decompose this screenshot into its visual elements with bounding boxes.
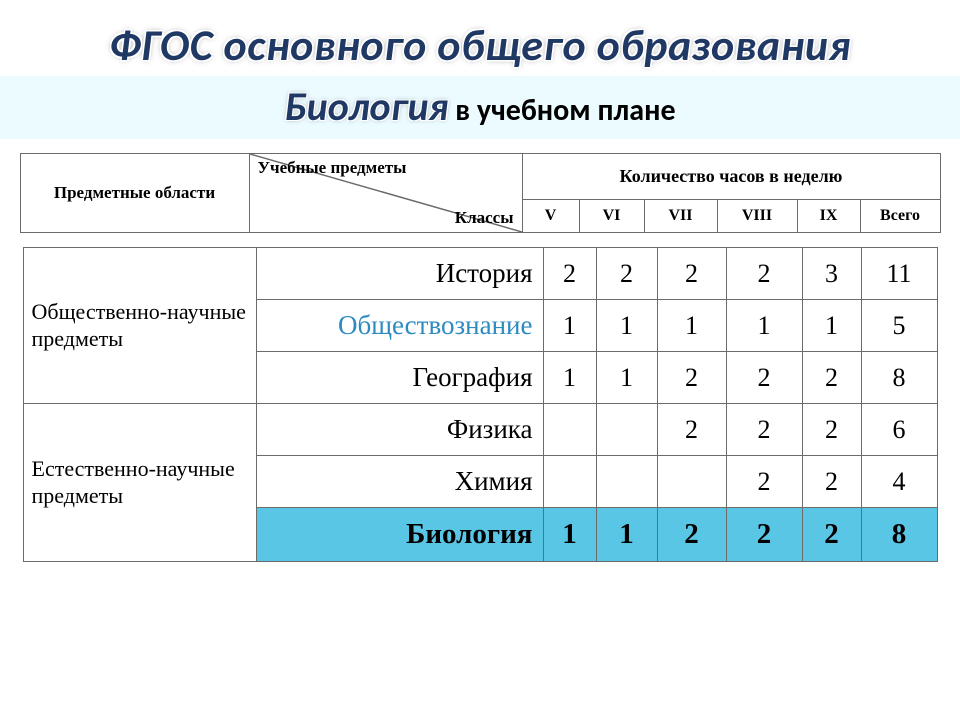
val (657, 456, 726, 508)
area-cell: Естественно-научные предметы (23, 404, 256, 562)
val: 2 (726, 404, 802, 456)
subject-cell: Биология (256, 508, 543, 562)
subtitle-rest: в учебном плане (448, 92, 675, 129)
val (543, 404, 596, 456)
val: 1 (657, 300, 726, 352)
header-classes-label: Классы (455, 208, 514, 228)
val: 2 (726, 508, 802, 562)
val: 8 (861, 352, 937, 404)
val: 4 (861, 456, 937, 508)
val: 8 (861, 508, 937, 562)
val (596, 404, 657, 456)
val: 1 (596, 352, 657, 404)
table-row: Естественно-научные предметы Физика 2 2 … (23, 404, 937, 456)
area-cell: Общественно-научные предметы (23, 248, 256, 404)
val: 2 (657, 248, 726, 300)
subtitle-bar: Биология в учебном плане (0, 76, 960, 139)
header-subjects-label: Учебные предметы (258, 158, 407, 178)
val: 2 (802, 352, 861, 404)
val: 11 (861, 248, 937, 300)
header-areas: Предметные области (20, 154, 249, 233)
val: 2 (802, 456, 861, 508)
main-title: ФГОС основного общего образования (0, 18, 960, 72)
header-table: Предметные области Учебные предметы Клас… (20, 153, 941, 233)
val: 5 (861, 300, 937, 352)
col-viii: VIII (717, 199, 797, 232)
val: 2 (657, 508, 726, 562)
data-table: Общественно-научные предметы История 2 2… (23, 247, 938, 562)
val: 2 (543, 248, 596, 300)
val: 2 (802, 508, 861, 562)
val: 2 (802, 404, 861, 456)
val: 6 (861, 404, 937, 456)
val: 2 (657, 404, 726, 456)
subject-cell: Химия (256, 456, 543, 508)
subtitle-emphasis: Биология (284, 82, 448, 131)
table-row: Общественно-научные предметы История 2 2… (23, 248, 937, 300)
val: 1 (543, 508, 596, 562)
header-diagonal-cell: Учебные предметы Классы (249, 154, 522, 233)
subject-cell: Физика (256, 404, 543, 456)
val (543, 456, 596, 508)
val: 1 (802, 300, 861, 352)
val: 1 (596, 508, 657, 562)
val: 3 (802, 248, 861, 300)
val: 1 (543, 352, 596, 404)
header-areas-label: Предметные области (54, 183, 215, 202)
col-total: Всего (860, 199, 940, 232)
col-v: V (522, 199, 579, 232)
val (596, 456, 657, 508)
val: 2 (657, 352, 726, 404)
val: 1 (596, 300, 657, 352)
col-vi: VI (579, 199, 644, 232)
slide: ФГОС основного общего образования Биолог… (0, 0, 960, 720)
val: 2 (596, 248, 657, 300)
val: 2 (726, 352, 802, 404)
val: 1 (726, 300, 802, 352)
val: 2 (726, 248, 802, 300)
col-vii: VII (644, 199, 717, 232)
col-ix: IX (797, 199, 860, 232)
subject-cell: История (256, 248, 543, 300)
subject-cell: География (256, 352, 543, 404)
val: 1 (543, 300, 596, 352)
table-gap (0, 233, 960, 247)
val: 2 (726, 456, 802, 508)
header-hours: Количество часов в неделю (522, 154, 940, 200)
subject-cell: Обществознание (256, 300, 543, 352)
